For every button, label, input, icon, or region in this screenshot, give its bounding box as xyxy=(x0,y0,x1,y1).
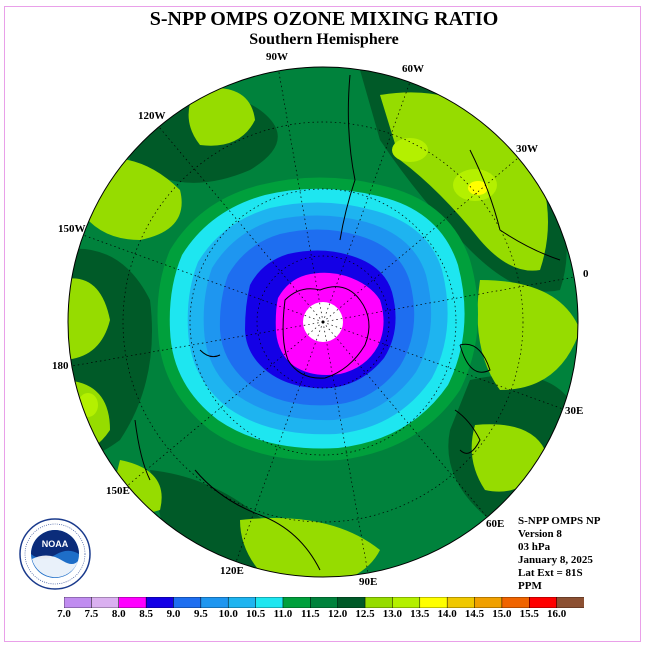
field-12-5-patch xyxy=(477,280,578,390)
colorbar-tick-label: 8.5 xyxy=(139,608,153,620)
colorbar-tick-label: 14.5 xyxy=(464,608,485,620)
colorbar-segment xyxy=(529,597,558,608)
colorbar-segment xyxy=(91,597,120,608)
meridian xyxy=(235,321,324,563)
field-13-5-patch xyxy=(468,181,488,195)
colorbar-tick-label: 10.0 xyxy=(218,608,238,620)
colorbar-tick-label: 15.0 xyxy=(492,608,512,620)
lon-label-90w: 90W xyxy=(266,51,288,63)
noaa-logo-text: NOAA xyxy=(42,539,69,549)
map-subtitle: Southern Hemisphere xyxy=(249,31,399,48)
lon-label-0: 0 xyxy=(583,268,589,280)
meridian xyxy=(322,321,564,410)
latitude-circle xyxy=(122,121,524,523)
south-pole-dot xyxy=(321,320,325,324)
meridian xyxy=(322,321,488,518)
colorbar-tick-label: 8.0 xyxy=(111,608,126,620)
graticule xyxy=(71,67,576,574)
lon-label-120w: 120W xyxy=(138,110,166,122)
colorbar-segment xyxy=(392,597,421,608)
meridian xyxy=(126,321,324,487)
lon-label-60e: 60E xyxy=(486,518,505,530)
coastline-africa-tip xyxy=(459,343,491,373)
colorbar-tick-label: 11.0 xyxy=(273,608,293,620)
colorbar-segment xyxy=(227,597,257,608)
coastline-antarctica xyxy=(282,286,370,379)
meridian xyxy=(322,321,369,574)
lon-label-90e: 90E xyxy=(359,576,378,588)
coastline-island xyxy=(199,349,221,358)
meridian xyxy=(322,81,411,323)
colorbar-segment xyxy=(255,597,284,608)
coastline-south-america xyxy=(339,74,356,241)
colorbar-tick-label: 9.5 xyxy=(193,608,208,620)
lon-label-60w: 60W xyxy=(402,63,424,75)
colorbar-segment xyxy=(173,597,202,608)
colorbar-segment xyxy=(200,597,229,608)
field-12-5-patch xyxy=(188,88,255,146)
colorbar-segment xyxy=(282,597,312,608)
colorbar-segment xyxy=(64,597,93,608)
colorbar-tick-label: 13.5 xyxy=(410,608,430,620)
colorbar-segment xyxy=(337,597,366,608)
colorbar-tick-label: 13.0 xyxy=(382,608,403,620)
latitude-circle xyxy=(256,255,390,389)
meridian xyxy=(82,234,324,323)
lon-label-150w: 150W xyxy=(58,223,86,235)
lon-label-180: 180 xyxy=(52,360,69,372)
metadata-block: S-NPP OMPS NP Version 8 03 hPa January 8… xyxy=(518,515,601,593)
colorbar-segment xyxy=(474,597,503,608)
coastline-new-zealand xyxy=(134,419,151,481)
colorbar-tick-label: 11.5 xyxy=(300,608,320,620)
colorbar-segment xyxy=(501,597,531,608)
noaa-logo: NOAA xyxy=(19,518,91,590)
latitude-circle xyxy=(189,188,457,456)
colorbar-tick-label: 16.0 xyxy=(547,608,567,620)
colorbar xyxy=(64,597,584,608)
colorbar-segment xyxy=(118,597,147,608)
colorbar-segment xyxy=(310,597,339,608)
colorbar-tick-label: 9.0 xyxy=(166,608,181,620)
colorbar-segment xyxy=(446,597,476,608)
colorbar-segment xyxy=(556,597,584,608)
colorbar-tick-label: 14.0 xyxy=(437,608,457,620)
coastline-madagascar xyxy=(454,409,481,454)
colorbar-tick-label: 7.0 xyxy=(57,608,71,620)
coastlines xyxy=(134,74,561,571)
info-version: Version 8 xyxy=(518,528,562,540)
coastline-australia xyxy=(194,469,321,571)
colorbar-segment xyxy=(419,597,448,608)
info-instrument: S-NPP OMPS NP xyxy=(518,515,601,527)
colorbar-tick-label: 15.5 xyxy=(519,608,539,620)
field-13-patch xyxy=(392,138,428,162)
coastline-south-atlantic xyxy=(469,149,561,261)
colorbar-tick-label: 7.5 xyxy=(84,608,99,620)
field-12-5-patch xyxy=(68,278,110,360)
meridian xyxy=(322,152,525,323)
lon-label-30e: 30E xyxy=(565,405,584,417)
info-pressure-level: 03 hPa xyxy=(518,541,551,553)
field-13-patch xyxy=(78,393,98,417)
info-units: PPM xyxy=(518,580,542,592)
colorbar-segment xyxy=(145,597,175,608)
colorbar-tick-label: 12.0 xyxy=(328,608,348,620)
map-title: S-NPP OMPS OZONE MIXING RATIO xyxy=(149,8,499,30)
colorbar-segment xyxy=(364,597,394,608)
map-boundary xyxy=(67,66,579,578)
info-date: January 8, 2025 xyxy=(518,554,593,566)
meridian xyxy=(158,126,324,323)
colorbar-tick-label: 12.5 xyxy=(355,608,375,620)
lon-label-120e: 120E xyxy=(220,565,244,577)
info-lat-extent: Lat Ext = 81S xyxy=(518,567,583,579)
lon-label-30w: 30W xyxy=(516,143,538,155)
lon-label-150e: 150E xyxy=(106,485,130,497)
meridian xyxy=(71,321,324,367)
plot-frame xyxy=(4,6,641,642)
colorbar-tick-label: 10.5 xyxy=(245,608,266,620)
